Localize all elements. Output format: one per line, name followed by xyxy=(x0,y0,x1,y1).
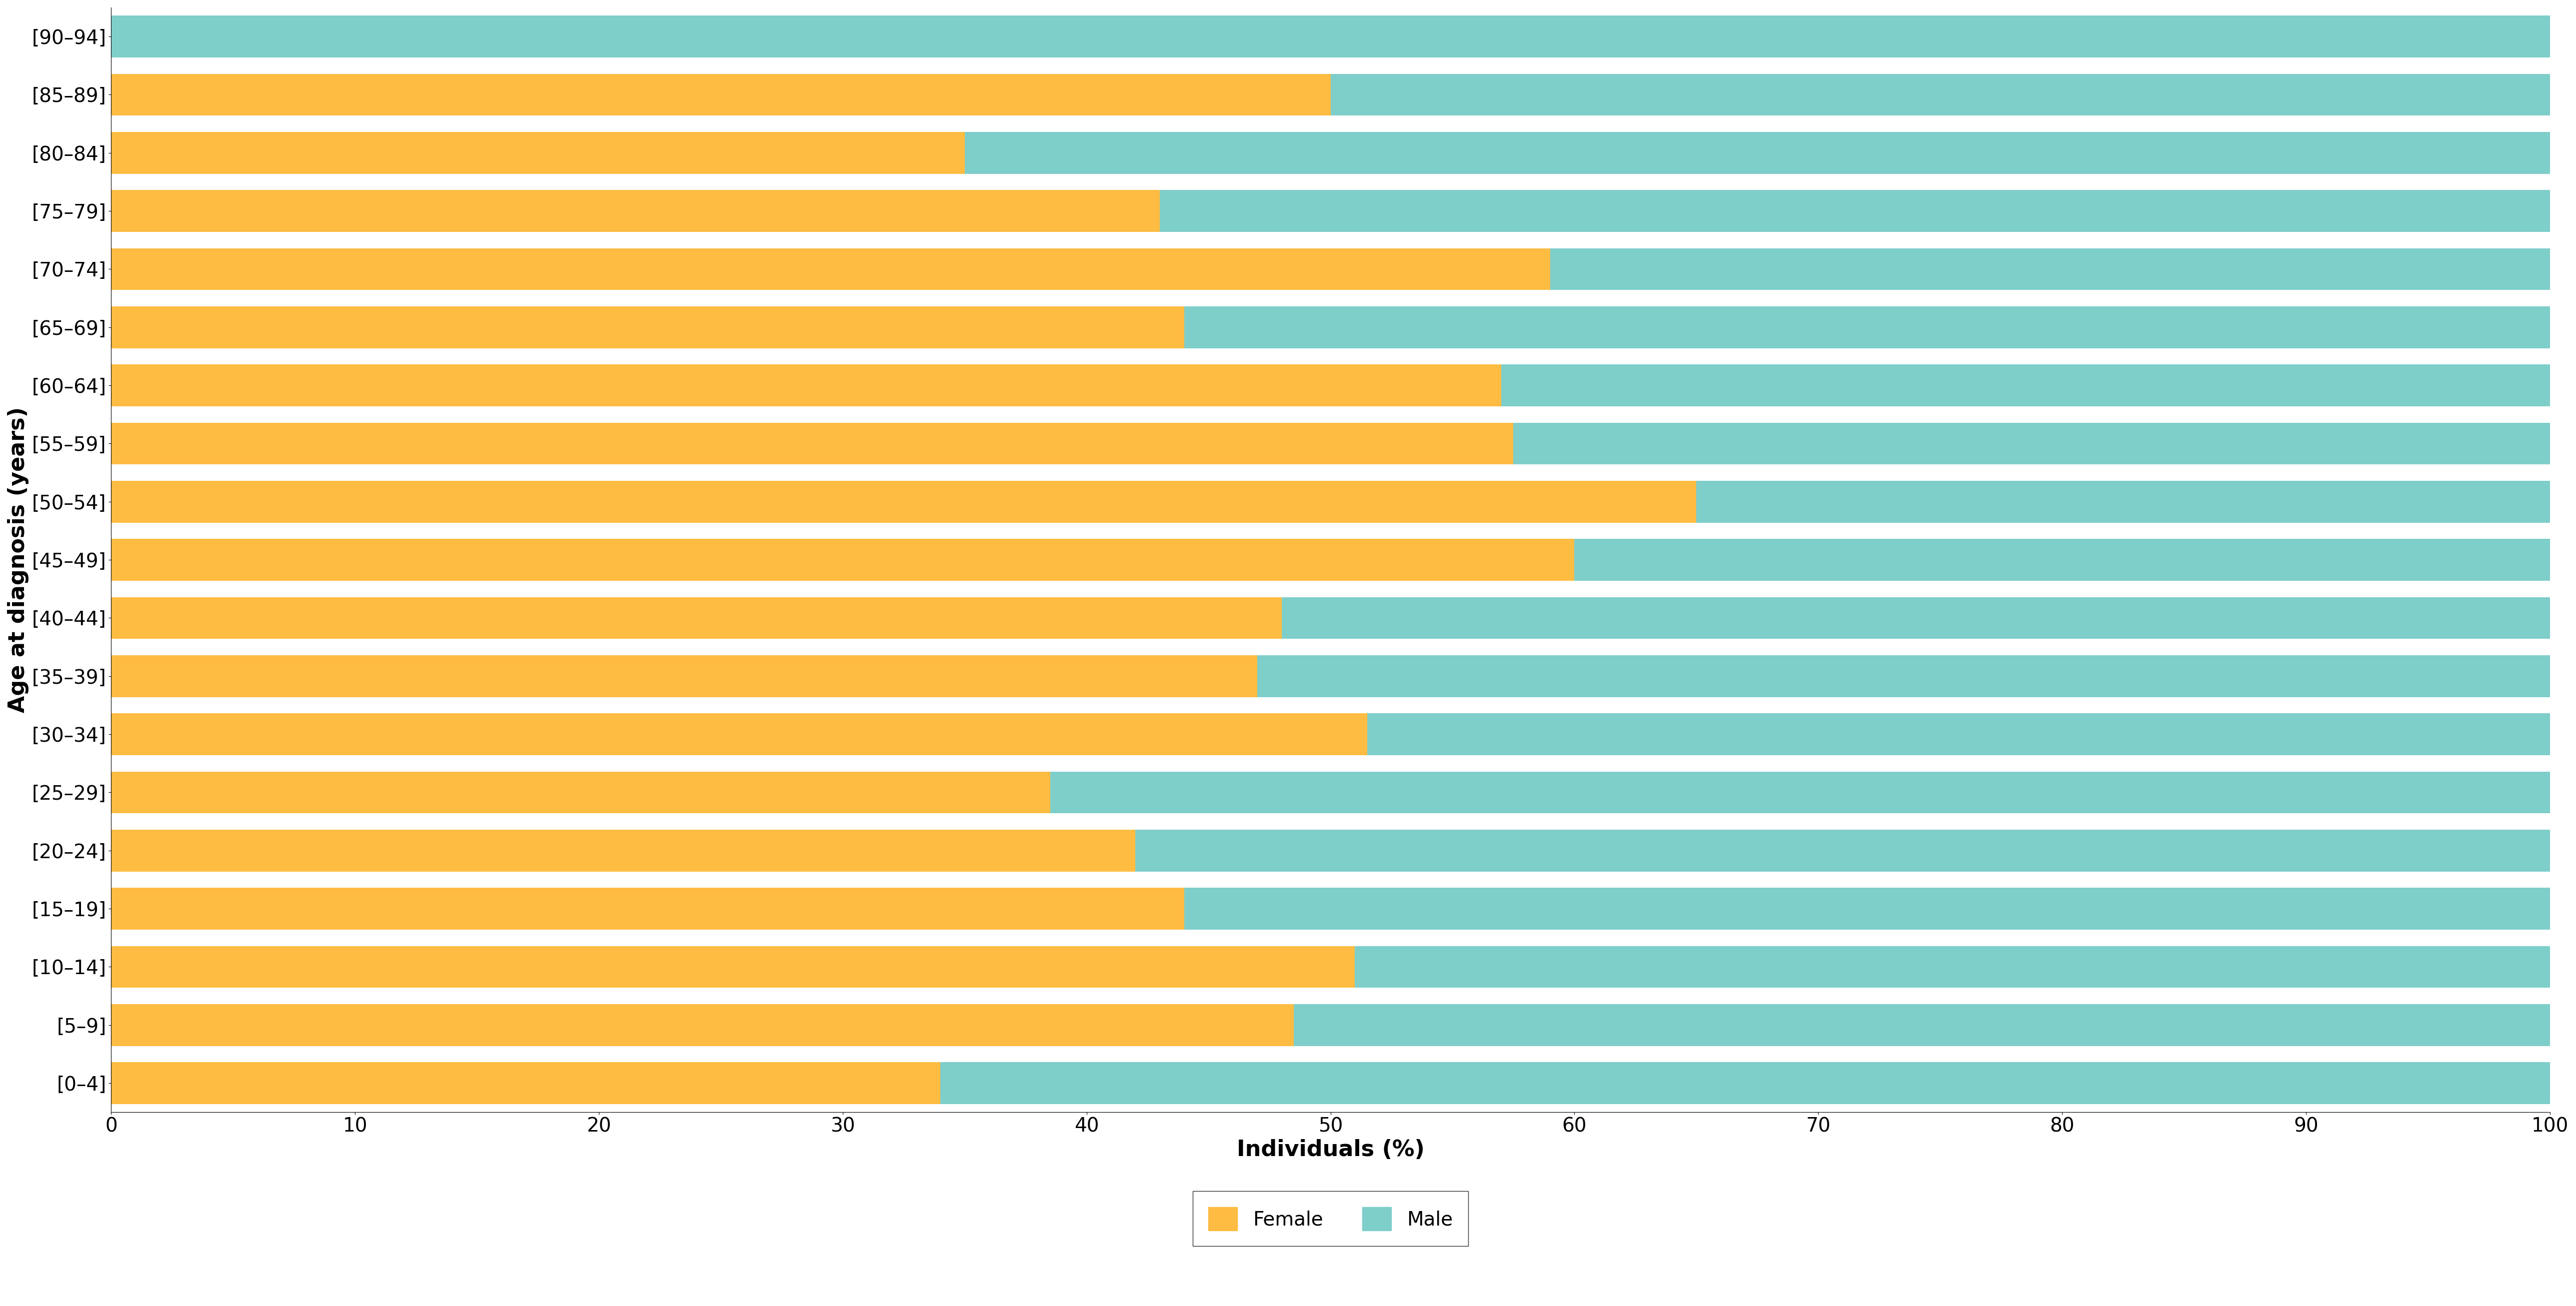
Bar xyxy=(111,829,1136,871)
Y-axis label: Age at diagnosis (years): Age at diagnosis (years) xyxy=(8,407,28,713)
Bar xyxy=(111,713,1368,755)
Bar xyxy=(1502,364,2550,406)
Bar xyxy=(111,73,1332,116)
Bar xyxy=(1293,1004,2550,1046)
Bar xyxy=(111,132,966,174)
Bar xyxy=(1332,73,2550,116)
Bar xyxy=(1185,307,2550,349)
X-axis label: Individuals (%): Individuals (%) xyxy=(1236,1139,1425,1160)
Bar xyxy=(111,1062,940,1104)
Legend: Female, Male: Female, Male xyxy=(1193,1191,1468,1246)
Bar xyxy=(111,364,1502,406)
Bar xyxy=(1051,772,2550,814)
Bar xyxy=(1185,888,2550,930)
Bar xyxy=(111,539,1574,581)
Bar xyxy=(111,307,1185,349)
Bar xyxy=(1515,423,2550,465)
Bar xyxy=(1368,713,2550,755)
Bar xyxy=(111,16,2550,57)
Bar xyxy=(111,481,1698,522)
Bar xyxy=(111,423,1515,465)
Bar xyxy=(1355,946,2550,987)
Bar xyxy=(111,656,1257,697)
Bar xyxy=(1551,248,2550,290)
Bar xyxy=(111,248,1551,290)
Bar xyxy=(940,1062,2550,1104)
Bar xyxy=(111,772,1051,814)
Bar xyxy=(1257,656,2550,697)
Bar xyxy=(966,132,2550,174)
Bar xyxy=(1283,597,2550,639)
Bar xyxy=(1136,829,2550,871)
Bar xyxy=(111,946,1355,987)
Bar xyxy=(1698,481,2550,522)
Bar xyxy=(111,888,1185,930)
Bar xyxy=(1159,191,2550,232)
Bar xyxy=(111,1004,1293,1046)
Bar xyxy=(111,191,1159,232)
Bar xyxy=(1574,539,2550,581)
Bar xyxy=(111,597,1283,639)
